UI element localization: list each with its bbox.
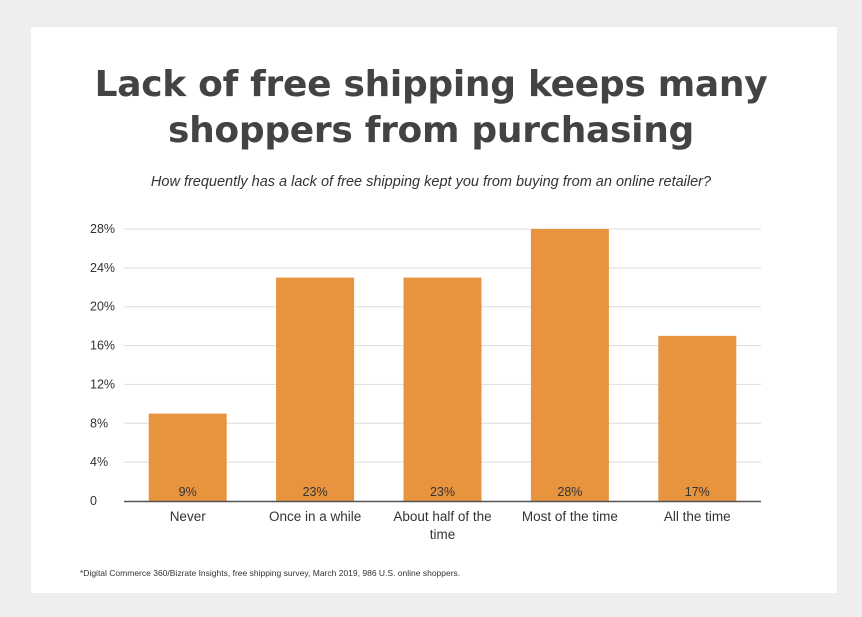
data-label: 23%: [303, 485, 328, 499]
y-tick-label: 20%: [90, 300, 115, 314]
x-tick-label: Never: [170, 509, 207, 524]
data-label: 9%: [179, 485, 197, 499]
bar: [276, 277, 355, 501]
chart-title: Lack of free shipping keeps many shopper…: [0, 62, 862, 154]
y-tick-label: 4%: [90, 455, 108, 469]
y-tick-label: 16%: [90, 339, 115, 353]
y-tick-label: 28%: [90, 222, 115, 236]
data-label: 28%: [557, 485, 582, 499]
bar: [658, 335, 737, 501]
bar: [530, 229, 609, 501]
chart-subtitle: How frequently has a lack of free shippi…: [150, 174, 712, 190]
source-footnote: *Digital Commerce 360/Bizrate Insights, …: [80, 568, 461, 578]
x-tick-label: Once in a while: [269, 509, 361, 524]
x-tick-label: Most of the time: [522, 509, 618, 524]
data-label: 17%: [685, 485, 710, 499]
y-tick-label: 8%: [90, 416, 108, 430]
y-tick-label: 12%: [90, 377, 115, 391]
chart-title-line-2: shoppers from purchasing: [167, 110, 695, 151]
x-tick-label: time: [430, 527, 456, 542]
bar: [148, 413, 227, 501]
chart-title-line-1: Lack of free shipping keeps many: [94, 64, 768, 105]
bar: [403, 277, 482, 501]
x-tick-label: All the time: [664, 509, 731, 524]
x-tick-label: About half of the: [393, 509, 491, 524]
y-tick-label: 24%: [90, 261, 115, 275]
data-label: 23%: [430, 485, 455, 499]
y-tick-label: 0: [90, 494, 97, 508]
